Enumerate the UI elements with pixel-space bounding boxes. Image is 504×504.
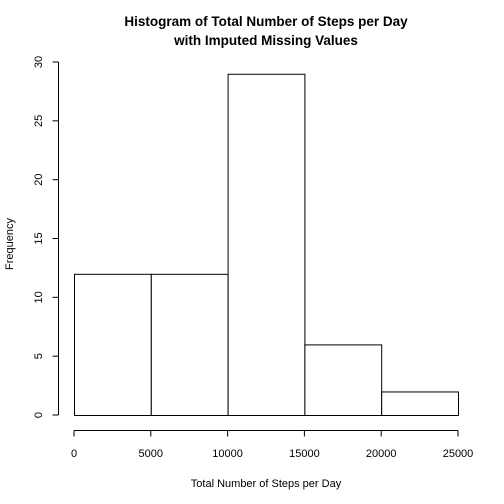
x-tick-label-5: 25000 <box>443 448 474 460</box>
histogram-bar-1 <box>150 273 229 416</box>
y-tick-label-4: 20 <box>33 174 45 186</box>
x-axis: 0 5000 10000 15000 20000 25000 <box>71 430 474 460</box>
y-tick-label-6: 30 <box>33 56 45 68</box>
x-tick-label-1: 5000 <box>139 448 163 460</box>
x-tick-label-0: 0 <box>71 448 77 460</box>
y-tick-label-3: 15 <box>33 232 45 244</box>
histogram-bar-4 <box>381 391 460 417</box>
chart-title-line-2: with Imputed Missing Values <box>173 33 358 48</box>
x-tick-label-4: 20000 <box>366 448 397 460</box>
x-axis-label: Total Number of Steps per Day <box>191 478 342 490</box>
histogram-bar-0 <box>74 273 152 416</box>
y-tick-label-5: 25 <box>33 115 45 127</box>
y-tick-label-1: 5 <box>33 353 45 359</box>
x-tick-label-3: 15000 <box>289 448 320 460</box>
histogram-bar-3 <box>304 344 383 416</box>
y-axis: 0 5 10 15 20 25 30 <box>33 56 59 418</box>
y-tick-label-0: 0 <box>33 412 45 418</box>
bars <box>74 73 460 417</box>
y-tick-label-2: 10 <box>33 291 45 303</box>
x-tick-label-2: 10000 <box>212 448 243 460</box>
y-axis-label: Frequency <box>4 218 16 270</box>
chart-title-line-1: Histogram of Total Number of Steps per D… <box>124 14 408 29</box>
histogram-bar-2 <box>227 73 306 417</box>
